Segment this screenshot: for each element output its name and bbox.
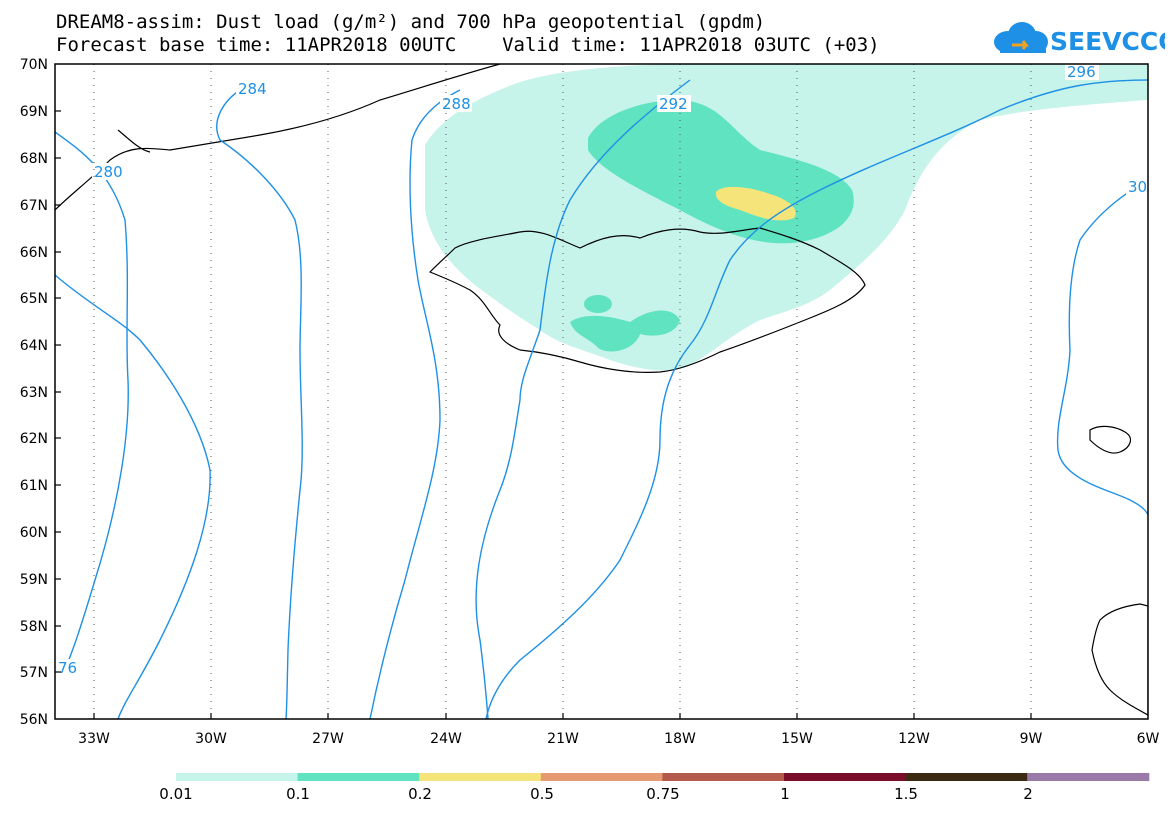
lon-label: 6W [1137,731,1160,747]
lat-label: 68N [20,151,48,167]
lat-label: 63N [20,385,48,401]
lat-label: 69N [20,104,48,120]
lat-label: 62N [20,431,48,447]
coastlines [55,64,1148,716]
colorbar-label: 2 [1023,785,1033,803]
seevccc-logo: SEEVCCC [994,22,1165,56]
colorbar-label: 1 [780,785,790,803]
lon-label: 9W [1020,731,1043,747]
geopotential-contours [55,79,1148,719]
lat-label: 58N [20,619,48,635]
title-line-2: Forecast base time: 11APR2018 00UTC Vali… [56,34,880,56]
logo-text: SEEVCCC [1050,27,1165,56]
lat-label: 64N [20,338,48,354]
colorbar-label: 0.5 [530,785,554,803]
lon-label: 21W [547,731,579,747]
lat-label: 57N [20,665,48,681]
lon-label: 18W [664,731,696,747]
contour-label: 284 [238,80,267,98]
colorbar-label: 1.5 [894,785,918,803]
dust-region-0.1-b [570,310,680,352]
tick-marks [55,110,1032,719]
lon-label: 12W [898,731,930,747]
colorbar-label: 0.1 [286,785,310,803]
lon-label: 30W [195,731,227,747]
lat-label: 61N [20,478,48,494]
lat-label: 65N [20,291,48,307]
lat-label: 67N [20,198,48,214]
contour-label: 296 [1067,63,1096,81]
lon-label: 33W [78,731,110,747]
colorbar-label: 0.01 [159,785,193,803]
lat-label: 66N [20,245,48,261]
lon-label: 24W [430,731,462,747]
colorbar-label: 0.75 [646,785,680,803]
lon-label: 27W [312,731,344,747]
dust-patch [584,295,612,313]
contour-label: 30 [1128,178,1147,196]
lat-labels: 70N 69N 68N 67N 66N 65N 64N 63N 62N 61N … [20,57,48,728]
contour-label: 76 [58,659,77,677]
title-line-1: DREAM8-assim: Dust load (g/m²) and 700 h… [56,11,766,33]
lat-label: 70N [20,57,48,73]
lat-label: 60N [20,525,48,541]
colorbar-label: 0.2 [408,785,432,803]
contour-labels: 284 280 288 292 296 30 76 [56,63,1148,677]
contour-label: 292 [659,95,688,113]
lon-labels: 33W 30W 27W 24W 21W 18W 15W 12W 9W 6W [78,731,1159,747]
contour-label: 280 [94,163,123,181]
cloud-logo-icon [994,22,1048,53]
lon-label: 15W [781,731,813,747]
lat-label: 56N [20,712,48,728]
lat-label: 59N [20,572,48,588]
dust-region-0.2 [715,186,796,221]
contour-label: 288 [442,95,471,113]
